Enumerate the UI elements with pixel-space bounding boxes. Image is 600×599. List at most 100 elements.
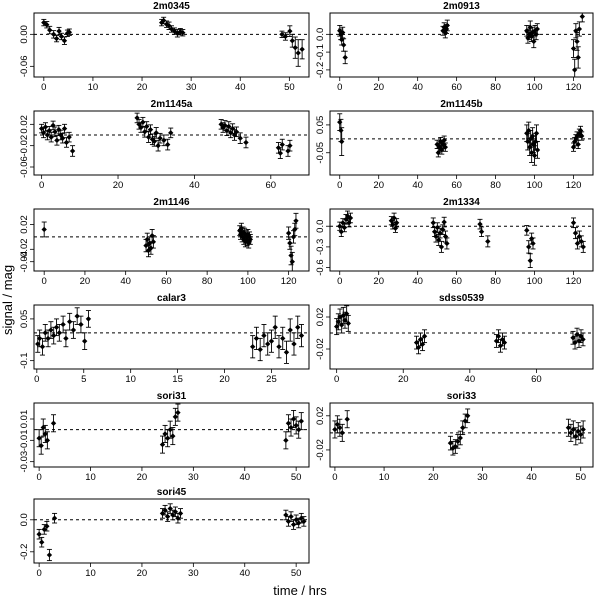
- plot-frame: [33, 110, 310, 176]
- point-marker: [339, 430, 345, 436]
- point-marker: [580, 426, 586, 433]
- plot-frame: [33, 402, 310, 468]
- x-tick-label: 60: [451, 276, 462, 287]
- point-marker: [283, 349, 290, 355]
- x-tick-label: 20: [398, 374, 409, 385]
- y-tick-label: -0.02: [315, 338, 326, 360]
- data-point: [292, 222, 298, 237]
- data-point: [534, 23, 540, 35]
- x-tick-label: 0: [337, 82, 342, 93]
- x-tick-label: 80: [490, 180, 501, 191]
- data-point: [237, 132, 243, 144]
- point-marker: [85, 316, 92, 322]
- point-marker: [257, 346, 263, 353]
- data-point: [337, 418, 343, 437]
- data-point: [444, 237, 450, 250]
- data-point: [74, 307, 80, 325]
- data-point: [60, 315, 66, 334]
- x-tick-label: 120: [281, 276, 297, 287]
- x-tick-label: 20: [373, 276, 384, 287]
- plot-frame: [33, 12, 310, 78]
- data-point: [61, 36, 68, 45]
- x-tick-label: 5: [81, 374, 86, 385]
- point-marker: [276, 344, 282, 350]
- x-tick-label: 50: [291, 472, 302, 483]
- x-tick-label: 100: [527, 276, 543, 287]
- point-marker: [337, 425, 343, 431]
- data-point: [147, 124, 154, 135]
- point-marker: [290, 416, 297, 422]
- data-point: [39, 337, 46, 356]
- x-tick-label: 100: [240, 276, 256, 287]
- data-point: [344, 410, 350, 429]
- data-point: [464, 408, 471, 424]
- data-point: [290, 230, 297, 244]
- point-marker: [144, 236, 150, 243]
- point-marker: [572, 230, 579, 236]
- x-tick-label: 20: [373, 82, 384, 93]
- x-tick-label: 20: [137, 472, 148, 483]
- point-marker: [172, 414, 179, 420]
- point-marker: [455, 438, 461, 445]
- data-point: [63, 137, 70, 148]
- point-marker: [290, 234, 297, 240]
- data-point: [46, 548, 53, 562]
- data-point: [485, 235, 491, 248]
- point-marker: [477, 221, 483, 227]
- data-point: [38, 436, 44, 455]
- point-marker: [457, 435, 463, 441]
- point-marker: [36, 531, 42, 537]
- data-point: [345, 314, 351, 332]
- x-tick-label: 20: [428, 472, 439, 483]
- data-point: [257, 337, 263, 362]
- point-marker: [52, 129, 58, 135]
- point-marker: [164, 435, 171, 441]
- point-marker: [168, 130, 174, 136]
- data-point: [283, 431, 289, 450]
- point-marker: [249, 344, 256, 350]
- x-tick-label: 20: [219, 374, 230, 385]
- point-marker: [533, 130, 540, 136]
- point-marker: [261, 332, 267, 339]
- x-tick-label: 60: [531, 374, 542, 385]
- x-tick-label: 0: [337, 180, 342, 191]
- point-marker: [78, 321, 84, 328]
- point-marker: [337, 119, 343, 125]
- panel-2m0345: 2m0345 0 10 20 30 40 50 0.00 -0.06: [19, 1, 310, 93]
- data-point: [493, 334, 500, 348]
- data-point: [150, 235, 157, 249]
- panel-title: 2m1146: [153, 197, 190, 208]
- y-tick-label: -0.1: [315, 44, 326, 60]
- data-point: [164, 138, 171, 151]
- point-marker: [527, 257, 533, 264]
- point-marker: [224, 128, 230, 134]
- point-marker: [344, 416, 350, 422]
- panel-sori31: sori31 0 10 20 30 40 50 0.01-0.01-0.03: [19, 391, 310, 483]
- data-point: [283, 340, 290, 364]
- panel-title: 2m0345: [153, 1, 190, 12]
- y-tick-label: -0.3: [315, 239, 326, 255]
- data-point: [159, 435, 166, 454]
- data-point: [299, 39, 305, 60]
- point-marker: [334, 421, 341, 428]
- y-tick-label: -0.06: [19, 56, 30, 78]
- panel-title: 2m1145b: [440, 99, 482, 110]
- data-point: [285, 414, 292, 433]
- x-tick-label: 30: [186, 82, 197, 93]
- x-tick-label: 0: [36, 568, 41, 579]
- data-point: [534, 141, 541, 159]
- point-marker: [61, 38, 68, 44]
- data-point: [288, 511, 294, 522]
- panel-2m1145b: 2m1145b 0 20 40 60 80 100 120 0.05 -0.05: [315, 99, 594, 191]
- data-point: [295, 39, 301, 67]
- point-marker: [501, 339, 508, 346]
- y-tick-label: -0.02: [19, 135, 30, 157]
- panel-title: 2m1145a: [151, 99, 193, 110]
- point-marker: [265, 341, 271, 347]
- data-point: [180, 29, 186, 37]
- point-marker: [39, 539, 45, 545]
- data-point: [157, 132, 163, 144]
- point-marker: [292, 44, 298, 51]
- point-marker: [464, 413, 471, 419]
